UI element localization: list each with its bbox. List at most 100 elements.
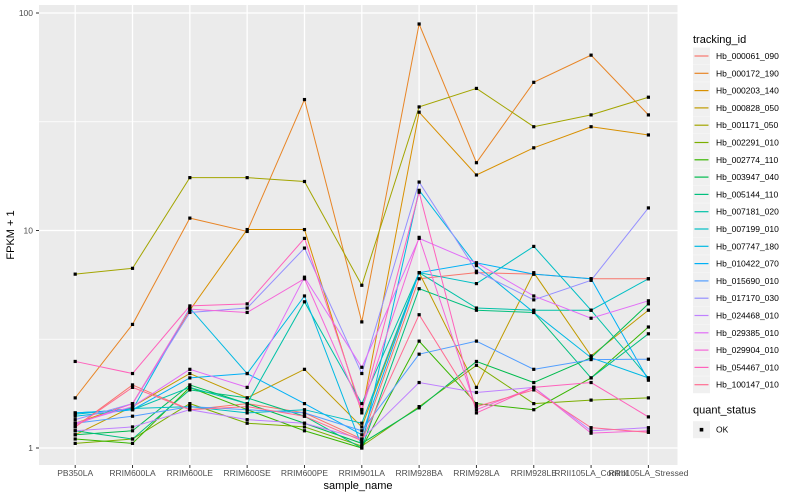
data-point <box>532 308 536 312</box>
legend-item-Hb_002774_110: Hb_002774_110 <box>693 151 779 169</box>
data-point <box>302 421 307 425</box>
data-point <box>188 371 192 376</box>
series-legend-title: tracking_id <box>693 34 746 46</box>
legend-item-Hb_015690_010: Hb_015690_010 <box>693 272 779 290</box>
data-point <box>130 266 135 270</box>
data-point <box>474 161 479 165</box>
shape-legend-item: OK <box>693 421 729 439</box>
legend-item-label: Hb_015690_010 <box>716 276 779 286</box>
legend-item-Hb_000203_140: Hb_000203_140 <box>693 82 779 100</box>
data-point <box>302 227 307 232</box>
data-point <box>360 402 364 406</box>
legend-item-Hb_007199_010: Hb_007199_010 <box>693 220 779 238</box>
legend-item-label: Hb_000172_190 <box>716 68 779 78</box>
data-point <box>302 367 307 371</box>
y-axis-tick-labels: 1 10 100 <box>19 8 33 453</box>
data-point <box>532 402 536 406</box>
data-point <box>474 402 479 406</box>
data-point <box>589 429 593 433</box>
data-point <box>188 408 192 412</box>
data-point <box>474 363 479 367</box>
data-point <box>589 357 593 362</box>
data-point <box>589 356 593 360</box>
legend-item-label: Hb_029385_010 <box>716 328 779 338</box>
data-point <box>646 357 650 361</box>
data-point <box>360 371 364 376</box>
legend-item-Hb_002291_010: Hb_002291_010 <box>693 134 779 151</box>
legend-item-label: Hb_029904_010 <box>716 345 779 355</box>
data-point <box>130 408 135 412</box>
data-point <box>130 425 135 429</box>
data-point <box>188 385 192 389</box>
data-point <box>245 371 249 376</box>
data-point <box>417 380 421 385</box>
legend-item-label: Hb_003947_040 <box>716 172 779 182</box>
legend-item-label: Hb_017170_030 <box>716 293 779 303</box>
data-point <box>360 437 364 441</box>
x-tick-label: RRIM600PE <box>281 468 329 478</box>
data-point <box>417 105 421 109</box>
legend-item-label: Hb_007181_020 <box>716 207 779 217</box>
data-point <box>417 180 421 184</box>
legend-item-label: Hb_000203_140 <box>716 86 779 96</box>
data-point <box>589 278 593 282</box>
plot-panel <box>39 5 678 465</box>
data-point <box>474 263 479 268</box>
x-axis-title: sample_name <box>323 480 392 492</box>
data-point <box>360 444 364 448</box>
data-point <box>245 385 249 389</box>
data-point <box>646 302 650 306</box>
data-point <box>302 97 307 102</box>
data-point <box>188 304 192 308</box>
data-point <box>245 310 249 315</box>
data-point <box>646 376 650 380</box>
legend-item-Hb_005144_110: Hb_005144_110 <box>693 185 779 203</box>
legend-item-label: Hb_005144_110 <box>716 189 779 199</box>
data-point <box>73 441 77 445</box>
y-tick-label: 1 <box>28 443 33 453</box>
data-point <box>130 405 135 409</box>
data-point <box>360 283 364 287</box>
legend-item-Hb_024468_010: Hb_024468_010 <box>693 307 779 324</box>
data-point <box>474 306 479 310</box>
data-point <box>646 277 650 281</box>
legend-item-label: Hb_100147_010 <box>716 380 779 390</box>
data-point <box>532 294 536 298</box>
data-point <box>646 325 650 329</box>
data-point <box>474 173 479 177</box>
x-tick-label: RRIM901LA <box>339 468 386 478</box>
series-legend: Hb_000061_090 Hb_000172_190 Hb_000203_140 H… <box>693 47 779 394</box>
data-point <box>589 316 593 320</box>
data-point <box>589 308 593 312</box>
data-point <box>360 439 364 443</box>
data-point <box>360 433 364 437</box>
data-point <box>417 277 421 281</box>
y-axis-title: FPKM + 1 <box>5 210 17 259</box>
data-point <box>417 352 421 356</box>
y-tick-label: 100 <box>19 8 33 18</box>
data-point <box>188 376 192 380</box>
legend-item-Hb_017170_030: Hb_017170_030 <box>693 289 779 307</box>
data-point <box>73 272 77 276</box>
data-point <box>188 310 192 315</box>
data-point <box>646 426 650 430</box>
data-point <box>188 176 192 180</box>
data-point <box>532 146 536 150</box>
data-point <box>646 396 650 400</box>
x-tick-label: RRII105LA_Stressed <box>608 468 688 478</box>
data-point <box>73 429 77 433</box>
data-point <box>474 269 479 273</box>
data-point <box>646 332 650 336</box>
data-point <box>474 408 479 412</box>
data-point <box>532 125 536 129</box>
data-point <box>532 80 536 84</box>
data-point <box>130 322 135 327</box>
legend-item-Hb_007181_020: Hb_007181_020 <box>693 203 779 221</box>
data-point <box>302 179 307 184</box>
data-point <box>245 302 249 306</box>
data-point <box>360 411 364 415</box>
data-point <box>474 308 479 312</box>
data-point <box>73 423 77 427</box>
data-point <box>245 176 249 180</box>
data-point <box>302 408 307 412</box>
